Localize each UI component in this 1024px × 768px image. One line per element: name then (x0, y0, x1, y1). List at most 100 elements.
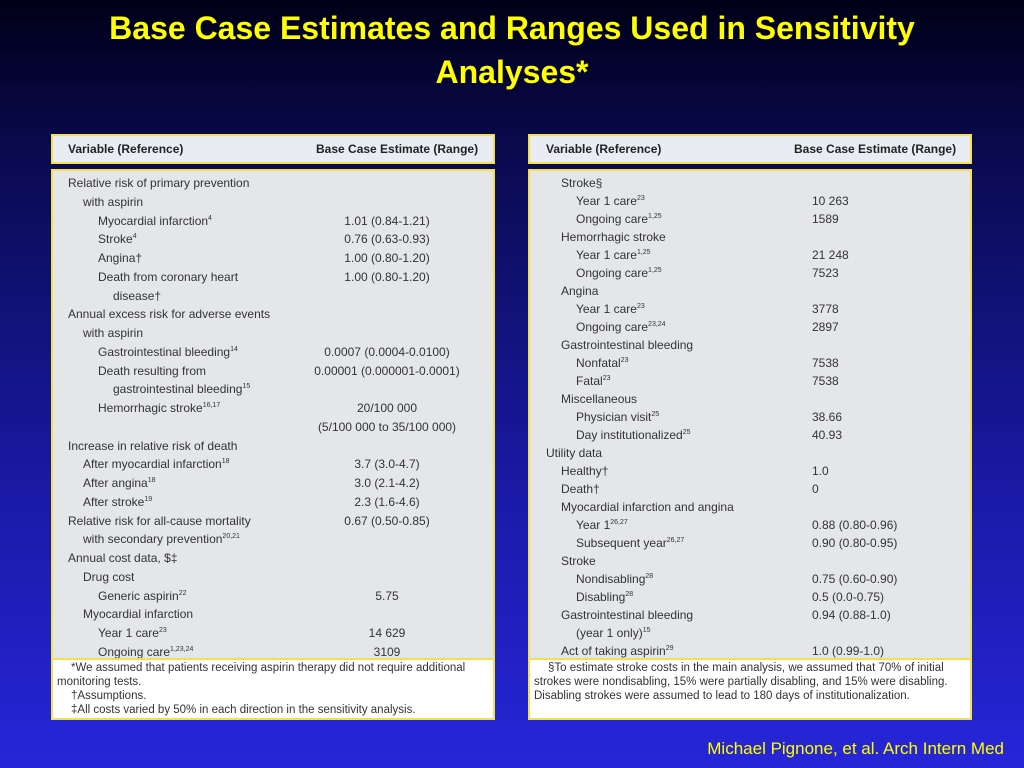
footnotes: *We assumed that patients receiving aspi… (51, 658, 495, 720)
label-text: Day institutionalized (576, 428, 683, 442)
row-value: 1.01 (0.84-1.21) (344, 213, 430, 228)
row-label: Myocardial infarction and angina (561, 500, 734, 514)
reference: 14 (230, 345, 238, 353)
row-label: Fatal23 (576, 374, 610, 388)
table-row: Disabling28 0.5 (0.0-0.75) (530, 588, 970, 606)
label-text: disease† (113, 288, 162, 303)
table-row: Nonfatal23 7538 (530, 354, 970, 372)
label-text: Hemorrhagic stroke (561, 230, 666, 244)
table-row: with aspirin (53, 324, 493, 342)
label-text: After angina (83, 476, 148, 490)
label-text: Ongoing care (576, 212, 649, 226)
reference: 26,27 (610, 519, 628, 526)
row-label: Myocardial infarction4 (98, 214, 212, 228)
table-row: Gastrointestinal bleeding 0.94 (0.88-1.0) (530, 606, 970, 624)
row-label: Year 126,27 (576, 518, 628, 532)
row-value: 1.0 (0.99-1.0) (812, 644, 885, 658)
reference: 16,17 (202, 402, 221, 409)
label-text: Myocardial infarction (83, 607, 194, 622)
table-row: Myocardial infarction (53, 605, 493, 623)
label-text: Healthy† (561, 464, 609, 478)
row-value: 3.0 (2.1-4.2) (354, 476, 420, 490)
table-row: Annual cost data, $‡ (53, 549, 493, 567)
row-value: 14 629 (368, 626, 406, 640)
row-value: 0.94 (0.88-1.0) (812, 608, 891, 622)
row-value: 3.7 (3.0-4.7) (354, 457, 420, 472)
row-label: Subsequent year26,27 (576, 536, 684, 550)
row-value: 7538 (812, 374, 839, 388)
table-row: Relative risk for all-cause mortality 0.6… (53, 512, 493, 530)
label-text: Gastrointestinal bleeding (561, 608, 694, 622)
label-text: Drug cost (83, 569, 135, 584)
label-text: Angina† (98, 251, 143, 265)
label-text: Gastrointestinal bleeding (98, 344, 231, 359)
row-label: Hemorrhagic stroke (561, 230, 666, 244)
label-text: After stroke (83, 494, 145, 509)
row-label: Stroke§ (561, 176, 602, 190)
label-text: Annual cost data, $‡ (68, 551, 178, 565)
label-text: Gastrointestinal bleeding (561, 338, 694, 352)
row-label: Ongoing care1,25 (576, 266, 662, 280)
reference: 28 (645, 573, 654, 580)
label-text: gastrointestinal bleeding (113, 382, 243, 397)
row-value: 0.88 (0.80-0.96) (812, 518, 898, 532)
label-text: Myocardial infarction and angina (561, 500, 734, 514)
label-text: Disabling (576, 590, 626, 604)
row-label: Ongoing care1,23,24 (98, 645, 193, 659)
table-row: gastrointestinal bleeding15 (53, 380, 493, 398)
table-row: Death resulting from 0.00001 (0.000001-0.… (53, 362, 493, 380)
label-text: Ongoing care (98, 644, 171, 659)
reference: 23 (636, 195, 645, 202)
row-label: Healthy† (561, 464, 608, 478)
footnotes: §To estimate stroke costs in the main an… (528, 658, 972, 720)
table-row: Nondisabling28 0.75 (0.60-0.90) (530, 570, 970, 588)
table-row: Physician visit25 38.66 (530, 408, 970, 426)
row-label: gastrointestinal bleeding15 (113, 382, 250, 396)
table-row: Year 126,27 0.88 (0.80-0.96) (530, 516, 970, 534)
reference: 23 (158, 627, 167, 634)
table-row: with secondary prevention20,21 (53, 530, 493, 548)
table: Variable (Reference) Base Case Estimate … (528, 134, 972, 721)
row-label: Angina (561, 284, 598, 298)
row-label: Ongoing care23,24 (576, 320, 666, 334)
table-row: Ongoing care1,25 1589 (530, 210, 970, 228)
row-label: Angina† (98, 251, 142, 265)
row-label: Year 1 care23 (98, 626, 167, 640)
table-row: Subsequent year26,27 0.90 (0.80-0.95) (530, 534, 970, 552)
table-row: Generic aspirin22 5.75 (53, 587, 493, 605)
row-label: Year 1 care1,25 (576, 248, 651, 262)
table-row: After myocardial infarction18 3.7 (3.0-4.… (53, 455, 493, 473)
table-row: Ongoing care1,23,24 3109 (53, 643, 493, 661)
row-label: Miscellaneous (561, 392, 637, 406)
table-row: Day institutionalized25 40.93 (530, 426, 970, 444)
label-text: Fatal (576, 374, 603, 388)
row-label: Death from coronary heart (98, 270, 238, 284)
label-text: Year 1 care (576, 194, 637, 208)
label-text: Angina (561, 284, 599, 298)
reference: 19 (144, 495, 153, 503)
row-label: Myocardial infarction (83, 607, 193, 621)
table-row: Death† 0 (530, 480, 970, 498)
row-value: 1.0 (812, 464, 829, 478)
table-body: Stroke§ Year 1 care23 10 263 Ongoing care1,… (528, 169, 972, 658)
row-label: After stroke19 (83, 495, 152, 509)
row-label: with aspirin (83, 195, 143, 209)
table-row: (5/100 000 to 35/100 000) (53, 418, 493, 436)
row-value: 20/100 000 (356, 401, 418, 415)
row-label: Day institutionalized25 (576, 428, 691, 442)
row-value: (5/100 000 to 35/100 000) (317, 419, 457, 434)
row-label: (year 1 only)15 (576, 626, 651, 640)
reference: 28 (625, 591, 634, 598)
row-label: with aspirin (83, 326, 143, 340)
row-value: 0.75 (0.60-0.90) (812, 572, 898, 586)
label-text: Stroke§ (561, 176, 603, 190)
label-text: (year 1 only) (576, 626, 643, 640)
row-label: Generic aspirin22 (98, 589, 187, 603)
table-row: Gastrointestinal bleeding (530, 336, 970, 354)
reference: 15 (242, 383, 251, 391)
row-label: Physician visit25 (576, 410, 659, 424)
table-row: Year 1 care1,25 21 248 (530, 246, 970, 264)
table-row: Year 1 care23 14 629 (53, 624, 493, 642)
row-value: 10 263 (812, 194, 849, 208)
reference: 4 (132, 233, 137, 241)
